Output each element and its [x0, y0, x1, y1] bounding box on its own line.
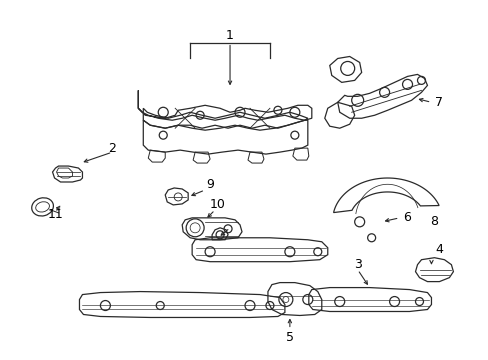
Text: 7: 7: [434, 96, 443, 109]
Text: 3: 3: [353, 258, 361, 271]
Text: 8: 8: [429, 215, 438, 228]
Text: 4: 4: [435, 243, 443, 256]
Text: 2: 2: [108, 141, 116, 155]
Text: 10: 10: [210, 198, 225, 211]
Text: 5: 5: [285, 331, 293, 344]
Text: 9: 9: [206, 179, 214, 192]
Text: 11: 11: [47, 208, 63, 221]
Text: 1: 1: [225, 29, 233, 42]
Text: 6: 6: [403, 211, 410, 224]
